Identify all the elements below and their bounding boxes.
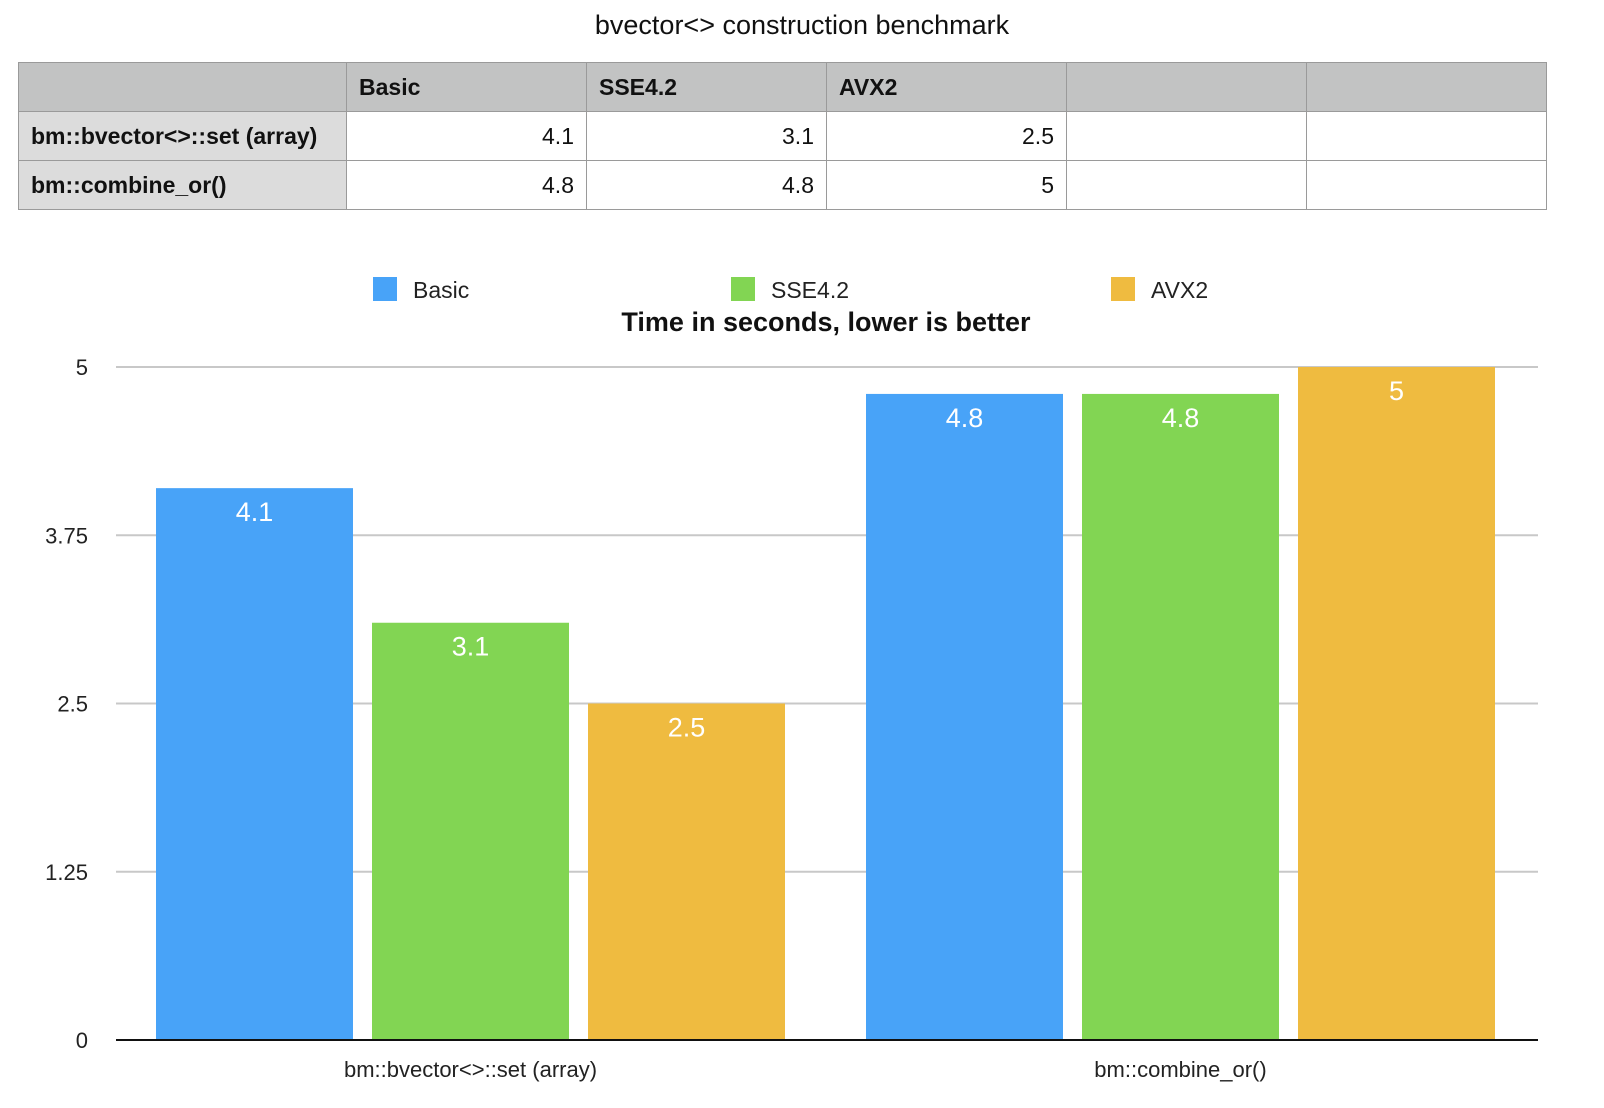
- y-tick-label: 0: [76, 1028, 88, 1053]
- table-row: bm::bvector<>::set (array) 4.1 3.1 2.5: [18, 111, 1547, 161]
- legend-swatch-basic: [373, 277, 397, 301]
- y-tick-label: 3.75: [45, 523, 88, 548]
- bar-basic: [156, 488, 353, 1040]
- y-tick-label: 1.25: [45, 860, 88, 885]
- legend-swatch-sse42: [731, 277, 755, 301]
- table-cell: 4.8: [586, 160, 827, 210]
- x-tick-label: bm::bvector<>::set (array): [344, 1057, 597, 1082]
- data-label: 4.8: [946, 403, 984, 433]
- table-cell: 3.1: [586, 111, 827, 161]
- table-row-label: bm::combine_or(): [18, 160, 347, 210]
- table-cell: 2.5: [826, 111, 1067, 161]
- legend-label: SSE4.2: [771, 277, 849, 303]
- table-header-cell: [1066, 62, 1307, 112]
- table-header-basic: Basic: [346, 62, 587, 112]
- table-cell: 5: [826, 160, 1067, 210]
- legend-swatch-avx2: [1111, 277, 1135, 301]
- table-cell: [1306, 160, 1547, 210]
- chart-title: bvector<> construction benchmark: [594, 10, 1010, 40]
- data-label: 4.8: [1162, 403, 1200, 433]
- table-header-row: Basic SSE4.2 AVX2: [18, 62, 1547, 112]
- table-row: bm::combine_or() 4.8 4.8 5: [18, 160, 1547, 210]
- data-label: 2.5: [668, 713, 706, 743]
- table-header-avx2: AVX2: [826, 62, 1067, 112]
- y-tick-label: 5: [76, 355, 88, 380]
- chart-subtitle: Time in seconds, lower is better: [621, 307, 1031, 337]
- bar-sse42: [1082, 393, 1279, 1040]
- table-header-cell: [18, 62, 347, 112]
- bar-basic: [866, 393, 1063, 1040]
- legend-label: AVX2: [1151, 277, 1208, 303]
- data-table: Basic SSE4.2 AVX2 bm::bvector<>::set (ar…: [18, 62, 1547, 210]
- table-header-cell: [1306, 62, 1547, 112]
- data-label: 4.1: [236, 497, 274, 527]
- y-tick-label: 2.5: [57, 692, 88, 717]
- bar-sse42: [372, 622, 569, 1040]
- x-tick-label: bm::combine_or(): [1094, 1057, 1266, 1082]
- bar-avx2: [1298, 367, 1495, 1040]
- table-cell: [1066, 111, 1307, 161]
- table-cell: 4.8: [346, 160, 587, 210]
- data-label: 5: [1389, 376, 1404, 406]
- table-cell: [1066, 160, 1307, 210]
- bar-avx2: [588, 703, 785, 1040]
- legend-label: Basic: [413, 277, 469, 303]
- data-label: 3.1: [452, 632, 490, 662]
- table-row-label: bm::bvector<>::set (array): [18, 111, 347, 161]
